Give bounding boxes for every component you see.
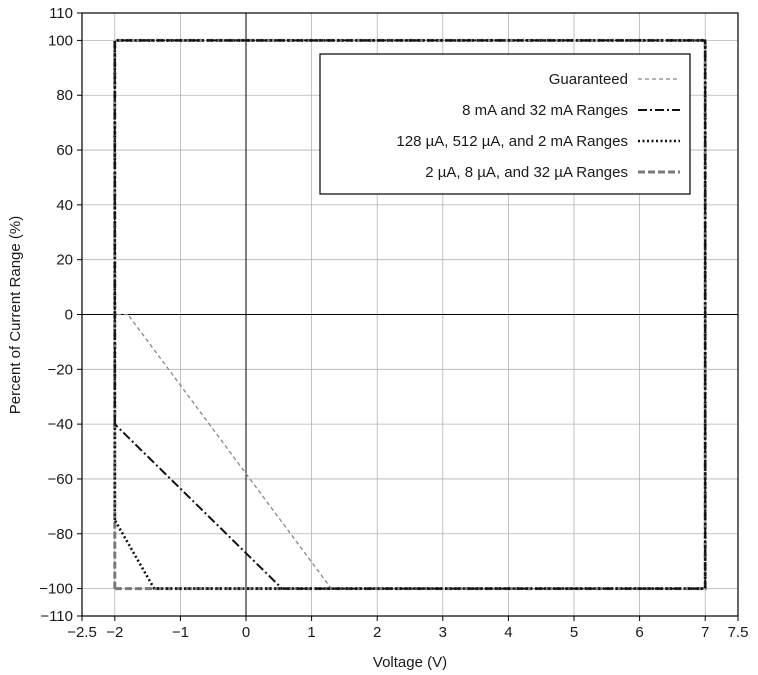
y-tick-label: 80 [56,87,73,104]
y-tick-label: 40 [56,197,73,214]
legend: Guaranteed 8 mA and 32 mA Ranges 128 µA, 5… [319,53,691,195]
y-tick-label: −110 [40,608,73,625]
series-group [113,38,707,591]
x-tick-label: 0 [242,624,250,641]
x-tick-label: 7.5 [728,624,749,641]
zero-lines [82,13,738,616]
x-tick-label: −2 [106,624,123,641]
legend-entry-label: 2 µA, 8 µA, and 32 µA Ranges [425,164,628,181]
x-axis-title: Voltage (V) [373,654,447,671]
y-tick-label: 110 [49,5,73,22]
y-axis-title: Percent of Current Range (%) [7,216,24,414]
x-tick-label: 2 [373,624,381,641]
legend-entry-label: 128 µA, 512 µA, and 2 mA Ranges [396,133,628,150]
x-tick-label: 4 [504,624,512,641]
y-tick-label: 100 [48,32,73,49]
y-tick-label: −40 [48,416,73,433]
legend-box [319,53,691,195]
y-tick-label: 20 [56,252,73,269]
y-tick-label: −20 [48,361,73,378]
y-tick-label: 0 [65,307,73,324]
x-tick-label: 7 [701,624,709,641]
plot-frame [81,12,739,617]
legend-entry-label: 8 mA and 32 mA Ranges [462,102,628,119]
ticks: −2.5 −2 −1 0 1 2 3 4 5 6 7 7.5 −110 −100 −80 −60 −40 −20 0… [39,5,748,641]
x-tick-label: −2.5 [67,624,97,641]
x-tick-label: 1 [307,624,315,641]
x-tick-label: −1 [172,624,189,641]
x-tick-label: 3 [439,624,447,641]
x-tick-label: 6 [635,624,643,641]
y-tick-label: −100 [39,581,73,598]
x-tick-label: 5 [570,624,578,641]
y-tick-label: −80 [48,526,73,543]
legend-entry-label: Guaranteed [549,71,628,88]
y-tick-label: −60 [48,471,73,488]
y-tick-label: 60 [56,142,73,159]
